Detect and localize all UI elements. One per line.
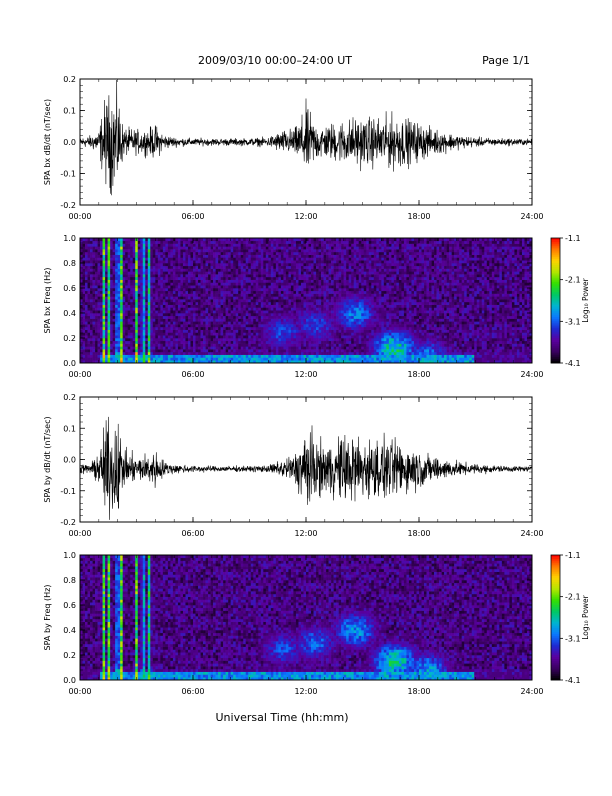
- y-axis-label: SPA bx Freq (Hz): [43, 268, 52, 334]
- x-tick-label: 06:00: [181, 212, 204, 221]
- x-tick-label: 24:00: [520, 687, 543, 696]
- x-tick-label: 12:00: [294, 370, 317, 379]
- heatmap-cells: [80, 238, 532, 363]
- x-tick-label: 12:00: [294, 212, 317, 221]
- y-tick-label: -0.1: [60, 487, 76, 496]
- y-tick-label: 0.2: [63, 651, 76, 660]
- colorbar-tick-label: -1.1: [565, 551, 581, 560]
- y-axis-label: SPA by Freq (Hz): [43, 585, 52, 651]
- y-tick-label: 0.0: [63, 676, 76, 685]
- y-tick-label: 0.2: [63, 334, 76, 343]
- y-tick-label: -0.2: [60, 518, 76, 527]
- x-tick-label: 18:00: [407, 370, 430, 379]
- panel-2: -1.1 -2.1 -3.1 -4.1 Log₁₀ Power 0.0 0.2 0.4 0.6 0…: [43, 234, 590, 379]
- y-tick-label: 0.0: [63, 359, 76, 368]
- x-tick-label: 12:00: [294, 687, 317, 696]
- y-tick-label: 0.2: [63, 75, 76, 84]
- x-tick-label: 00:00: [68, 370, 91, 379]
- colorbar-tick-label: -1.1: [565, 234, 581, 243]
- x-tick-label: 06:00: [181, 370, 204, 379]
- y-tick-label: 0.6: [63, 601, 76, 610]
- x-tick-label: 18:00: [407, 529, 430, 538]
- x-tick-label: 12:00: [294, 529, 317, 538]
- y-tick-label: 0.2: [63, 393, 76, 402]
- x-tick-label: 00:00: [68, 212, 91, 221]
- y-tick-label: 0.0: [63, 138, 76, 147]
- y-tick-label: -0.1: [60, 170, 76, 179]
- x-tick-label: 24:00: [520, 370, 543, 379]
- colorbar-tick-label: -2.1: [565, 276, 581, 285]
- y-tick-label: 0.8: [63, 576, 76, 585]
- y-tick-label: 0.4: [63, 626, 76, 635]
- colorbar-tick-label: -4.1: [565, 359, 581, 368]
- colorbar: -1.1 -2.1 -3.1 -4.1 Log₁₀ Power: [551, 551, 590, 685]
- y-axis-label: SPA by dB/dt (nT/sec): [43, 416, 52, 502]
- y-tick-label: 0.6: [63, 284, 76, 293]
- x-axis-label: Universal Time (hh:mm): [216, 711, 349, 724]
- x-tick-label: 24:00: [520, 212, 543, 221]
- colorbar-label: Log₁₀ Power: [581, 277, 590, 322]
- y-tick-label: 0.0: [63, 456, 76, 465]
- x-tick-label: 00:00: [68, 687, 91, 696]
- series-trace: [80, 80, 532, 195]
- panels: -0.2 -0.1 0.0 0.1 0.2 00:00 06:00 12:00 18:00 24:…: [43, 75, 590, 696]
- y-tick-label: 1.0: [63, 551, 76, 560]
- colorbar-tick-label: -4.1: [565, 676, 581, 685]
- y-tick-label: 0.1: [63, 424, 76, 433]
- x-tick-label: 06:00: [181, 687, 204, 696]
- x-tick-label: 18:00: [407, 687, 430, 696]
- colorbar-label: Log₁₀ Power: [581, 594, 590, 639]
- y-tick-label: 0.1: [63, 107, 76, 116]
- y-tick-label: 1.0: [63, 234, 76, 243]
- x-tick-label: 06:00: [181, 529, 204, 538]
- heatmap-cells: [80, 555, 532, 680]
- y-tick-label: -0.2: [60, 201, 76, 210]
- y-axis-label: SPA bx dB/dt (nT/sec): [43, 99, 52, 185]
- panel-1: -0.2 -0.1 0.0 0.1 0.2 00:00 06:00 12:00 18:00 24:…: [43, 75, 544, 221]
- colorbar-tick-label: -3.1: [565, 634, 581, 643]
- colorbar-tick-label: -3.1: [565, 317, 581, 326]
- colorbar: -1.1 -2.1 -3.1 -4.1 Log₁₀ Power: [551, 234, 590, 368]
- page-title: 2009/03/10 00:00–24:00 UT: [198, 54, 352, 67]
- x-tick-label: 00:00: [68, 529, 91, 538]
- y-tick-label: 0.8: [63, 259, 76, 268]
- x-tick-label: 18:00: [407, 212, 430, 221]
- page-label: Page 1/1: [482, 54, 530, 67]
- panel-3: -0.2 -0.1 0.0 0.1 0.2 00:00 06:00 12:00 18:00 24:…: [43, 393, 544, 538]
- x-tick-label: 24:00: [520, 529, 543, 538]
- series-trace: [80, 417, 532, 520]
- panel-4: -1.1 -2.1 -3.1 -4.1 Log₁₀ Power 0.0 0.2 0.4 0.6 0…: [43, 551, 590, 696]
- y-tick-label: 0.4: [63, 309, 76, 318]
- colorbar-tick-label: -2.1: [565, 593, 581, 602]
